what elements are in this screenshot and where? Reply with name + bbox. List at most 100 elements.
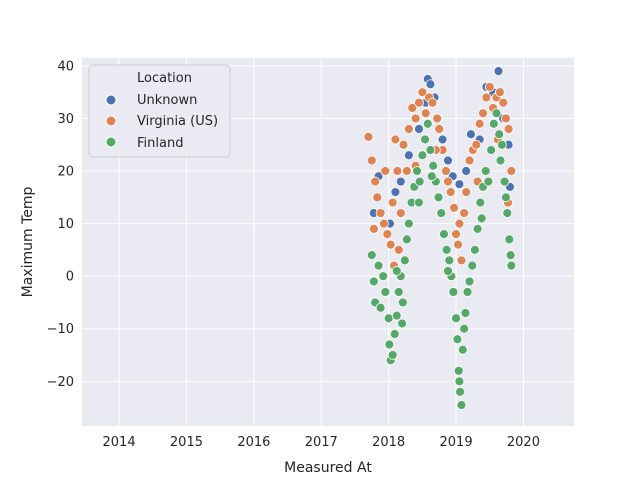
- x-tick-label: 2019: [440, 435, 473, 450]
- point-virginia-us: [449, 202, 459, 213]
- point-finland: [436, 208, 447, 218]
- legend-label-unknown: Unknown: [137, 93, 197, 108]
- point-virginia-us: [380, 166, 391, 176]
- point-finland: [375, 302, 386, 313]
- point-finland: [391, 266, 402, 276]
- y-tick-labels: −20 −10 0 10 20 30 40: [47, 59, 74, 389]
- point-finland: [460, 308, 471, 318]
- point-unknown: [414, 124, 424, 134]
- point-virginia-us: [445, 187, 456, 197]
- point-virginia-us: [434, 124, 445, 134]
- point-unknown: [390, 187, 401, 197]
- y-tick-label: 30: [57, 112, 74, 127]
- point-virginia-us: [461, 187, 472, 197]
- y-tick-label: −20: [47, 375, 74, 390]
- x-tick-label: 2016: [237, 435, 270, 450]
- point-finland: [428, 160, 439, 171]
- point-virginia-us: [474, 118, 485, 129]
- point-finland: [391, 310, 402, 321]
- point-finland: [401, 234, 412, 245]
- point-finland: [488, 118, 499, 129]
- point-finland: [397, 297, 408, 308]
- point-finland: [456, 400, 467, 410]
- point-finland: [443, 266, 453, 276]
- point-finland: [462, 287, 473, 297]
- legend-title: Location: [137, 71, 192, 86]
- point-unknown: [425, 79, 436, 90]
- point-finland: [425, 145, 436, 155]
- point-finland: [495, 155, 506, 166]
- point-finland: [417, 150, 428, 161]
- point-finland: [433, 192, 444, 203]
- point-virginia-us: [478, 108, 488, 119]
- point-finland: [439, 229, 449, 240]
- point-finland: [480, 166, 491, 176]
- x-axis-label: Measured At: [284, 460, 372, 476]
- point-virginia-us: [443, 176, 453, 187]
- point-finland: [441, 244, 452, 255]
- point-finland: [366, 250, 377, 261]
- point-finland: [475, 197, 486, 208]
- point-virginia-us: [372, 192, 383, 203]
- point-finland: [448, 287, 459, 297]
- point-finland: [389, 329, 400, 339]
- point-finland: [455, 386, 465, 397]
- y-tick-label: 10: [57, 217, 74, 232]
- point-virginia-us: [392, 166, 403, 176]
- point-virginia-us: [385, 239, 396, 250]
- point-finland: [414, 197, 424, 208]
- point-virginia-us: [370, 176, 381, 187]
- point-finland: [496, 139, 507, 150]
- x-tick-label: 2017: [305, 435, 338, 450]
- point-virginia-us: [363, 131, 374, 142]
- legend-label-virginia: Virginia (US): [137, 114, 218, 129]
- x-tick-label: 2018: [372, 435, 405, 450]
- point-virginia-us: [420, 108, 431, 119]
- point-virginia-us: [366, 155, 377, 166]
- point-virginia-us: [403, 124, 414, 134]
- point-finland: [504, 234, 515, 245]
- point-finland: [384, 339, 395, 350]
- point-finland: [380, 287, 391, 297]
- point-finland: [472, 223, 483, 234]
- point-unknown: [395, 176, 406, 187]
- point-finland: [387, 350, 398, 360]
- point-virginia-us: [379, 218, 389, 229]
- point-finland: [399, 255, 410, 266]
- y-tick-label: 0: [66, 270, 74, 285]
- point-virginia-us: [503, 124, 514, 134]
- point-virginia-us: [407, 103, 418, 113]
- point-virginia-us: [454, 218, 465, 229]
- point-finland: [467, 260, 478, 271]
- point-finland: [499, 176, 510, 187]
- y-tick-label: 20: [57, 165, 74, 180]
- point-finland: [464, 276, 475, 287]
- point-finland: [454, 376, 465, 387]
- point-finland: [403, 218, 414, 229]
- point-finland: [452, 334, 463, 345]
- point-virginia-us: [506, 166, 517, 176]
- point-finland: [451, 313, 461, 324]
- legend-label-finland: Finland: [137, 136, 183, 151]
- point-finland: [422, 118, 433, 129]
- point-virginia-us: [382, 229, 393, 240]
- point-virginia-us: [432, 113, 443, 124]
- legend-marker-unknown: [105, 94, 117, 106]
- point-finland: [506, 260, 517, 271]
- point-virginia-us: [451, 229, 461, 240]
- point-finland: [397, 318, 408, 329]
- point-finland: [457, 344, 468, 355]
- point-finland: [414, 176, 425, 187]
- point-virginia-us: [498, 97, 509, 108]
- point-finland: [476, 213, 487, 224]
- y-axis-label: Maximum Temp: [20, 187, 36, 298]
- point-finland: [444, 255, 455, 266]
- point-finland: [505, 250, 516, 261]
- point-finland: [486, 145, 497, 155]
- legend-box: [88, 64, 231, 158]
- x-tick-label: 2020: [507, 435, 540, 450]
- y-gridlines: [82, 65, 574, 382]
- point-virginia-us: [387, 197, 398, 208]
- point-unknown: [454, 179, 465, 190]
